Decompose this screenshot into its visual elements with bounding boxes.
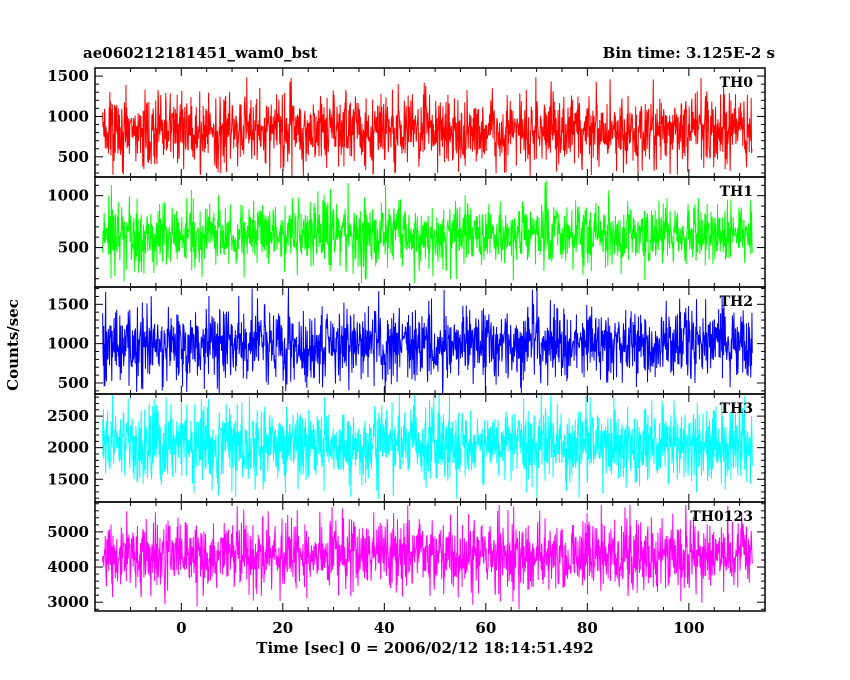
panel-label-th0: TH0: [720, 75, 754, 91]
x-tick-label: 20: [272, 619, 293, 637]
series-line-th0: [102, 77, 753, 177]
y-tick-label: 1000: [47, 187, 89, 205]
panel-label-th0123: TH0123: [690, 509, 753, 525]
x-tick-label: 40: [374, 619, 395, 637]
y-tick-label: 1500: [47, 470, 89, 488]
series-line-th2: [102, 287, 753, 394]
y-tick-label: 500: [58, 374, 89, 392]
y-axis-title: Counts/sec: [4, 299, 22, 391]
y-tick-label: 2500: [47, 407, 89, 425]
y-tick-label: 4000: [47, 558, 89, 576]
chart-title: ae060212181451_wam0_bst: [83, 44, 317, 62]
y-tick-label: 500: [58, 239, 89, 257]
y-tick-label: 5000: [47, 523, 89, 541]
panel-th0123: [102, 504, 753, 610]
y-tick-label: 500: [58, 148, 89, 166]
series-line-th1: [102, 180, 753, 284]
y-tick-label: 1000: [47, 335, 89, 353]
x-tick-label: 0: [176, 619, 186, 637]
panel-frame: [94, 501, 766, 612]
x-tick-label: 100: [673, 619, 704, 637]
panel-th0: [102, 77, 753, 177]
panel-th3: [102, 394, 753, 502]
chart-subtitle: Bin time: 3.125E-2 s: [603, 44, 775, 62]
y-tick-label: 1500: [47, 295, 89, 313]
panel-label-th2: TH2: [720, 294, 753, 310]
panel-label-th1: TH1: [720, 184, 753, 200]
panel-th2: [102, 287, 753, 394]
panels: [102, 77, 753, 610]
y-tick-label: 2000: [47, 439, 89, 457]
series-line-th3: [102, 394, 753, 502]
y-tick-label: 1000: [47, 107, 89, 125]
panel-label-th3: TH3: [720, 401, 753, 417]
x-tick-label: 60: [475, 619, 496, 637]
y-tick-label: 3000: [47, 593, 89, 611]
x-axis-title: Time [sec] 0 = 2006/02/12 18:14:51.492: [256, 639, 593, 657]
y-tick-label: 1500: [47, 67, 89, 85]
panel-th1: [102, 180, 753, 284]
x-tick-label: 80: [577, 619, 598, 637]
series-line-th0123: [102, 504, 753, 610]
